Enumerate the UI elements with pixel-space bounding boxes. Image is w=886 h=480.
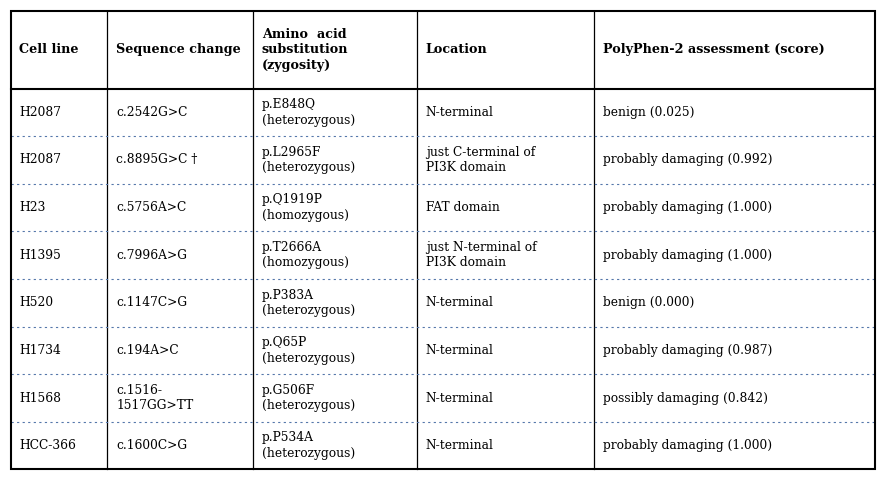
Text: H2087: H2087 xyxy=(19,154,61,167)
Text: c.1600C>G: c.1600C>G xyxy=(116,439,188,452)
Text: H2087: H2087 xyxy=(19,106,61,119)
Text: c.2542G>C: c.2542G>C xyxy=(116,106,188,119)
Text: p.P534A
(heterozygous): p.P534A (heterozygous) xyxy=(261,432,355,460)
Text: p.E848Q
(heterozygous): p.E848Q (heterozygous) xyxy=(261,98,355,127)
Text: c.7996A>G: c.7996A>G xyxy=(116,249,187,262)
Text: c.194A>C: c.194A>C xyxy=(116,344,179,357)
Text: H520: H520 xyxy=(19,296,54,309)
Text: possibly damaging (0.842): possibly damaging (0.842) xyxy=(603,392,768,405)
Text: probably damaging (1.000): probably damaging (1.000) xyxy=(603,249,773,262)
Text: HCC-366: HCC-366 xyxy=(19,439,76,452)
Text: p.P383A
(heterozygous): p.P383A (heterozygous) xyxy=(261,288,355,317)
Text: Sequence change: Sequence change xyxy=(116,43,241,56)
Text: c.8895G>C †: c.8895G>C † xyxy=(116,154,198,167)
Text: N-terminal: N-terminal xyxy=(426,296,494,309)
Text: probably damaging (1.000): probably damaging (1.000) xyxy=(603,439,773,452)
Text: p.Q1919P
(homozygous): p.Q1919P (homozygous) xyxy=(261,193,348,222)
Text: N-terminal: N-terminal xyxy=(426,344,494,357)
Text: H1734: H1734 xyxy=(19,344,61,357)
Text: p.T2666A
(homozygous): p.T2666A (homozygous) xyxy=(261,241,348,269)
Text: just N-terminal of
PI3K domain: just N-terminal of PI3K domain xyxy=(426,241,537,269)
Text: benign (0.025): benign (0.025) xyxy=(603,106,695,119)
Text: Location: Location xyxy=(426,43,487,56)
Text: p.G506F
(heterozygous): p.G506F (heterozygous) xyxy=(261,384,355,412)
Text: benign (0.000): benign (0.000) xyxy=(603,296,695,309)
Text: H1568: H1568 xyxy=(19,392,61,405)
Text: PolyPhen-2 assessment (score): PolyPhen-2 assessment (score) xyxy=(603,43,825,56)
Text: probably damaging (1.000): probably damaging (1.000) xyxy=(603,201,773,214)
Text: H23: H23 xyxy=(19,201,46,214)
Text: p.Q65P
(heterozygous): p.Q65P (heterozygous) xyxy=(261,336,355,365)
Text: FAT domain: FAT domain xyxy=(426,201,500,214)
Text: c.5756A>C: c.5756A>C xyxy=(116,201,187,214)
Text: H1395: H1395 xyxy=(19,249,61,262)
Text: Amino  acid
substitution
(zygosity): Amino acid substitution (zygosity) xyxy=(261,27,348,72)
Text: Cell line: Cell line xyxy=(19,43,79,56)
Text: probably damaging (0.992): probably damaging (0.992) xyxy=(603,154,773,167)
Text: c.1516-
1517GG>TT: c.1516- 1517GG>TT xyxy=(116,384,194,412)
Text: N-terminal: N-terminal xyxy=(426,392,494,405)
Text: N-terminal: N-terminal xyxy=(426,106,494,119)
Text: probably damaging (0.987): probably damaging (0.987) xyxy=(603,344,773,357)
Text: just C-terminal of
PI3K domain: just C-terminal of PI3K domain xyxy=(426,146,535,174)
Text: p.L2965F
(heterozygous): p.L2965F (heterozygous) xyxy=(261,146,355,174)
Text: N-terminal: N-terminal xyxy=(426,439,494,452)
Text: c.1147C>G: c.1147C>G xyxy=(116,296,188,309)
